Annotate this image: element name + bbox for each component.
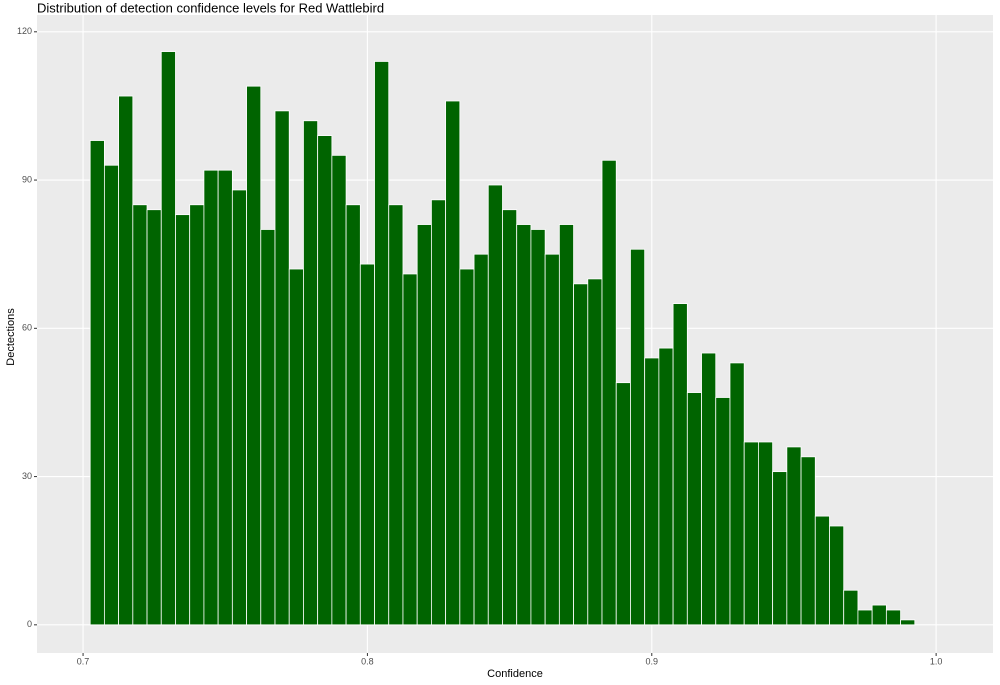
bar: [445, 100, 461, 626]
y-tick-label: 60: [22, 323, 32, 333]
bar: [473, 253, 489, 626]
bar: [345, 204, 361, 626]
bar: [402, 273, 418, 626]
bar: [615, 382, 631, 626]
bar: [729, 362, 745, 626]
bar: [786, 446, 802, 626]
x-tick-label: 1.0: [930, 656, 943, 666]
bar: [487, 184, 503, 626]
bar: [146, 209, 162, 626]
bar: [686, 392, 702, 626]
bar: [274, 110, 290, 626]
x-tick-label: 0.8: [361, 656, 374, 666]
bar: [317, 135, 333, 626]
bar: [871, 604, 887, 626]
bar: [672, 303, 688, 626]
bar: [388, 204, 404, 626]
bar: [544, 253, 560, 626]
bar: [772, 471, 788, 626]
y-tick-label: 0: [27, 619, 32, 629]
y-tick-label: 90: [22, 174, 32, 184]
bar: [587, 278, 603, 626]
bar: [658, 347, 674, 626]
bar: [516, 224, 532, 626]
x-tick-label: 0.7: [77, 656, 90, 666]
bar: [203, 169, 219, 626]
bar: [217, 169, 233, 626]
bar: [160, 51, 176, 626]
bar: [558, 224, 574, 626]
bar: [430, 199, 447, 626]
bar: [800, 456, 816, 626]
bar: [260, 229, 276, 626]
bar: [900, 619, 916, 626]
bar: [459, 268, 475, 626]
bar: [857, 609, 873, 626]
y-tick-label: 30: [22, 471, 32, 481]
bar: [118, 95, 134, 626]
bar: [132, 204, 148, 626]
bar: [331, 154, 347, 626]
bar: [416, 224, 432, 626]
bar: [715, 397, 731, 626]
bar: [829, 525, 845, 626]
bar: [530, 229, 546, 626]
bar: [743, 441, 759, 626]
bar: [814, 515, 830, 626]
x-tick-label: 0.9: [646, 656, 659, 666]
bar: [601, 159, 617, 626]
bar: [885, 609, 901, 626]
bar: [758, 441, 774, 626]
bar: [189, 204, 205, 626]
y-tick-label: 120: [17, 26, 32, 36]
bar: [359, 263, 375, 626]
bar: [630, 248, 646, 626]
chart-title: Distribution of detection confidence lev…: [37, 0, 384, 15]
x-axis-title: Confidence: [487, 668, 543, 680]
bar: [843, 589, 859, 626]
bar: [288, 268, 304, 626]
bar: [103, 164, 120, 626]
bar: [231, 189, 247, 626]
bar: [246, 85, 262, 626]
y-axis-title: Dectections: [5, 308, 17, 366]
bar: [89, 140, 105, 626]
bar: [644, 357, 660, 626]
bar: [502, 209, 518, 626]
bar: [374, 61, 390, 626]
bar: [701, 352, 717, 626]
bar: [573, 283, 589, 626]
bar: [303, 120, 319, 626]
bar: [175, 214, 191, 626]
